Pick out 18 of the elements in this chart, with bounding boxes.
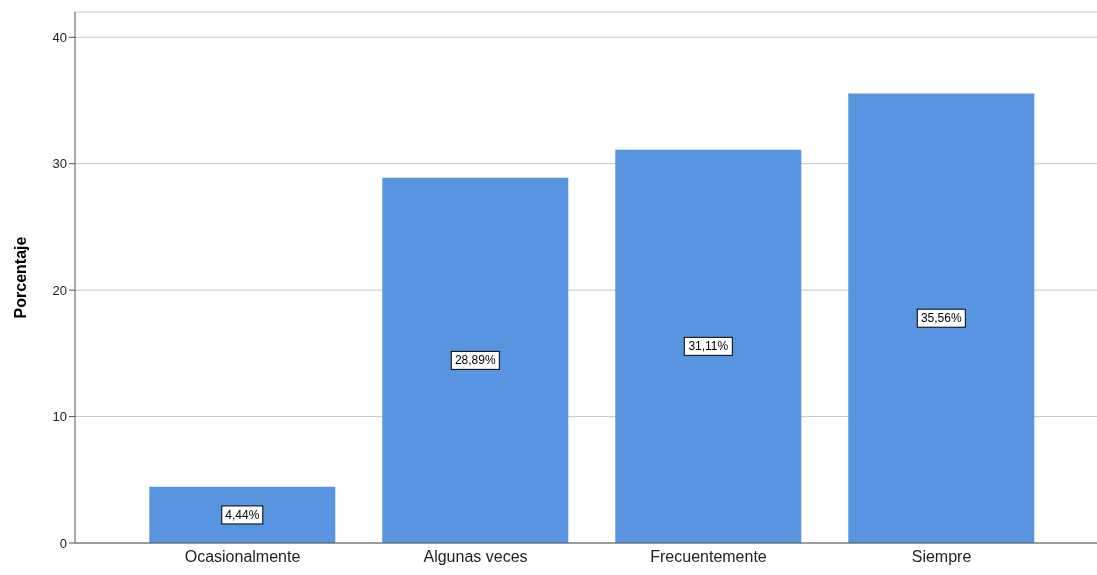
y-axis-title: Porcentaje [11,236,29,319]
bar [615,149,802,543]
bar [848,93,1035,543]
data-label: 35,56% [920,311,962,326]
bar [382,177,569,543]
data-label: 31,11% [688,339,729,354]
data-label: 4,44% [225,507,260,522]
x-tick-label: Algunas veces [423,548,528,566]
y-tick-label: 0 [59,535,67,551]
y-tick-label: 10 [52,409,67,425]
x-tick-label: Frecuentemente [650,548,767,566]
data-label: 28,89% [454,353,496,368]
x-tick-label: Siempre [911,548,972,566]
y-tick-label: 20 [52,282,67,298]
y-tick-label: 30 [52,156,67,172]
bar [149,486,336,543]
x-tick-label: Ocasionalmente [184,548,301,566]
y-tick-label: 40 [52,29,67,45]
